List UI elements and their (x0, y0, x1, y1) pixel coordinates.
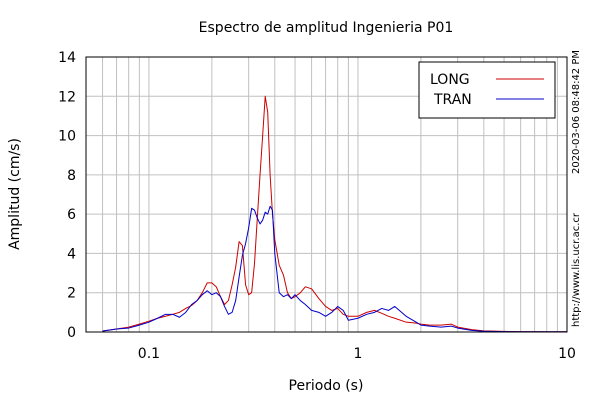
tick-labels: 0.1 1 10 0 2 4 6 8 10 12 14 (58, 50, 576, 362)
timestamp-label: 2020-03-06 08:48:42 PM (571, 50, 582, 174)
legend-label-long: LONG (430, 72, 470, 88)
series-group (102, 95, 567, 333)
x-tick-label: 1 (353, 346, 362, 362)
legend-label-tran: TRAN (433, 92, 472, 108)
website-label: http://www.lis.ucr.ac.cr (571, 212, 582, 327)
x-tick-label: 10 (558, 346, 576, 362)
y-axis-label: Amplitud (cm/s) (7, 138, 23, 250)
grid-lines (86, 57, 567, 332)
legend: LONG TRAN (418, 61, 556, 119)
plot-frame (85, 56, 568, 333)
y-tick-label: 4 (67, 246, 76, 262)
y-tick-label: 10 (58, 129, 76, 145)
y-tick-label: 12 (58, 89, 76, 105)
chart-title: Espectro de amplitud Ingenieria P01 (199, 20, 454, 36)
series-line-tran (102, 205, 567, 333)
x-tick-label: 0.1 (138, 346, 160, 362)
legend-box (418, 61, 556, 119)
y-tick-label: 0 (67, 325, 76, 341)
y-tick-label: 6 (67, 207, 76, 223)
y-tick-label: 2 (67, 286, 76, 302)
y-tick-label: 14 (58, 50, 76, 66)
y-tick-label: 8 (67, 168, 76, 184)
x-axis-label: Periodo (s) (289, 378, 364, 394)
